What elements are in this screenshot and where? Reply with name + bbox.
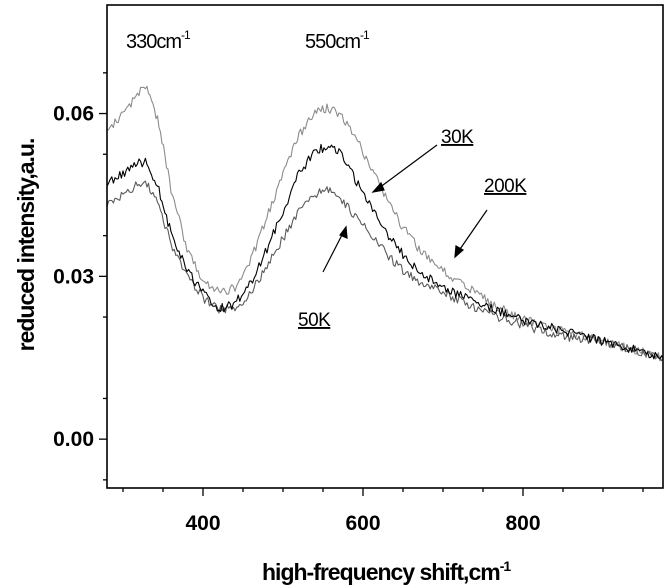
annotation-550-sup: -1 — [360, 28, 370, 42]
x-tick-label: 400 — [185, 512, 220, 535]
x-axis-title-text: high-frequency shift,cm — [262, 559, 500, 585]
arrow-200k-head — [454, 245, 465, 259]
annotation-550-text: 550cm — [305, 31, 360, 53]
y-axis-ticks: 0.00 0.03 0.06 — [53, 72, 107, 481]
arrow-200k — [457, 209, 488, 253]
series-line-50k — [106, 180, 664, 362]
annotation-330-sup: -1 — [181, 28, 191, 42]
x-tick-label: 800 — [505, 512, 540, 535]
series-label-30k: 30K — [441, 127, 474, 148]
y-tick-label: 0.00 — [53, 428, 94, 451]
series-line-30k — [106, 143, 664, 360]
y-axis-title: reduced intensity,a.u. — [13, 139, 39, 352]
x-axis-title-sup: -1 — [500, 558, 512, 574]
plot-frame — [106, 4, 664, 489]
x-axis-ticks: 400 600 800 — [122, 488, 644, 535]
annotation-550: 550cm-1 — [305, 28, 370, 53]
annotation-330: 330cm-1 — [126, 28, 191, 53]
x-axis-title: high-frequency shift,cm-1 — [262, 558, 511, 585]
arrow-50k — [322, 232, 344, 273]
arrow-30k — [378, 144, 438, 189]
y-tick-label: 0.03 — [53, 265, 94, 288]
series-label-200k: 200K — [484, 176, 527, 197]
pointer-arrows — [322, 144, 488, 273]
series-layer — [106, 85, 664, 362]
series-label-50k: 50K — [298, 310, 331, 331]
y-tick-label: 0.06 — [53, 103, 94, 126]
series-line-200k — [106, 85, 664, 362]
x-tick-label: 600 — [345, 512, 380, 535]
arrow-50k-head — [339, 225, 348, 239]
arrow-30k-head — [371, 181, 385, 193]
annotation-330-text: 330cm — [126, 31, 181, 53]
